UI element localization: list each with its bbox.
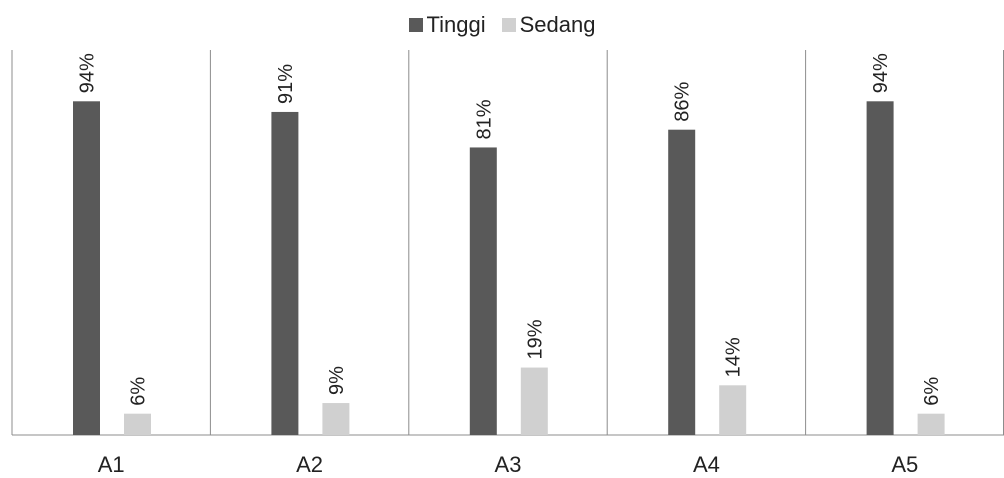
bar-tinggi-a5 (866, 101, 894, 436)
bar-sedang-a2 (322, 403, 350, 435)
data-label-tinggi-a4: 86% (672, 81, 694, 121)
data-label-sedang-a4: 14% (723, 337, 745, 377)
data-label-tinggi-a2: 91% (275, 64, 297, 104)
legend-label-tinggi: Tinggi (426, 12, 486, 37)
data-label-tinggi-a3: 81% (473, 99, 495, 139)
bar-sedang-a3 (520, 367, 548, 435)
bar-tinggi-a4 (668, 129, 696, 435)
data-label-tinggi-a5: 94% (870, 53, 892, 93)
bar-sedang-a5 (917, 413, 945, 435)
data-label-sedang-a2: 9% (326, 366, 348, 395)
legend: Tinggi Sedang (0, 12, 1004, 38)
data-label-sedang-a5: 6% (921, 377, 943, 406)
x-tick-label-a5: A5 (891, 452, 918, 477)
bar-sedang-a1 (124, 413, 151, 435)
data-label-sedang-a1: 6% (128, 377, 150, 406)
legend-item-sedang: Sedang (501, 12, 596, 38)
legend-swatch-sedang (501, 18, 516, 32)
bar-sedang-a4 (719, 385, 747, 435)
x-tick-label-a2: A2 (296, 452, 323, 477)
bar-tinggi-a1 (73, 101, 100, 436)
data-label-tinggi-a1: 94% (77, 53, 99, 93)
data-label-sedang-a3: 19% (524, 319, 546, 359)
x-tick-label-a3: A3 (495, 452, 522, 477)
legend-label-sedang: Sedang (519, 12, 596, 37)
legend-swatch-tinggi (408, 18, 423, 32)
x-tick-label-a1: A1 (98, 452, 125, 477)
x-tick-label-a4: A4 (693, 452, 720, 477)
legend-item-tinggi: Tinggi (408, 12, 486, 38)
bar-tinggi-a3 (469, 147, 497, 435)
bar-tinggi-a2 (271, 111, 299, 435)
